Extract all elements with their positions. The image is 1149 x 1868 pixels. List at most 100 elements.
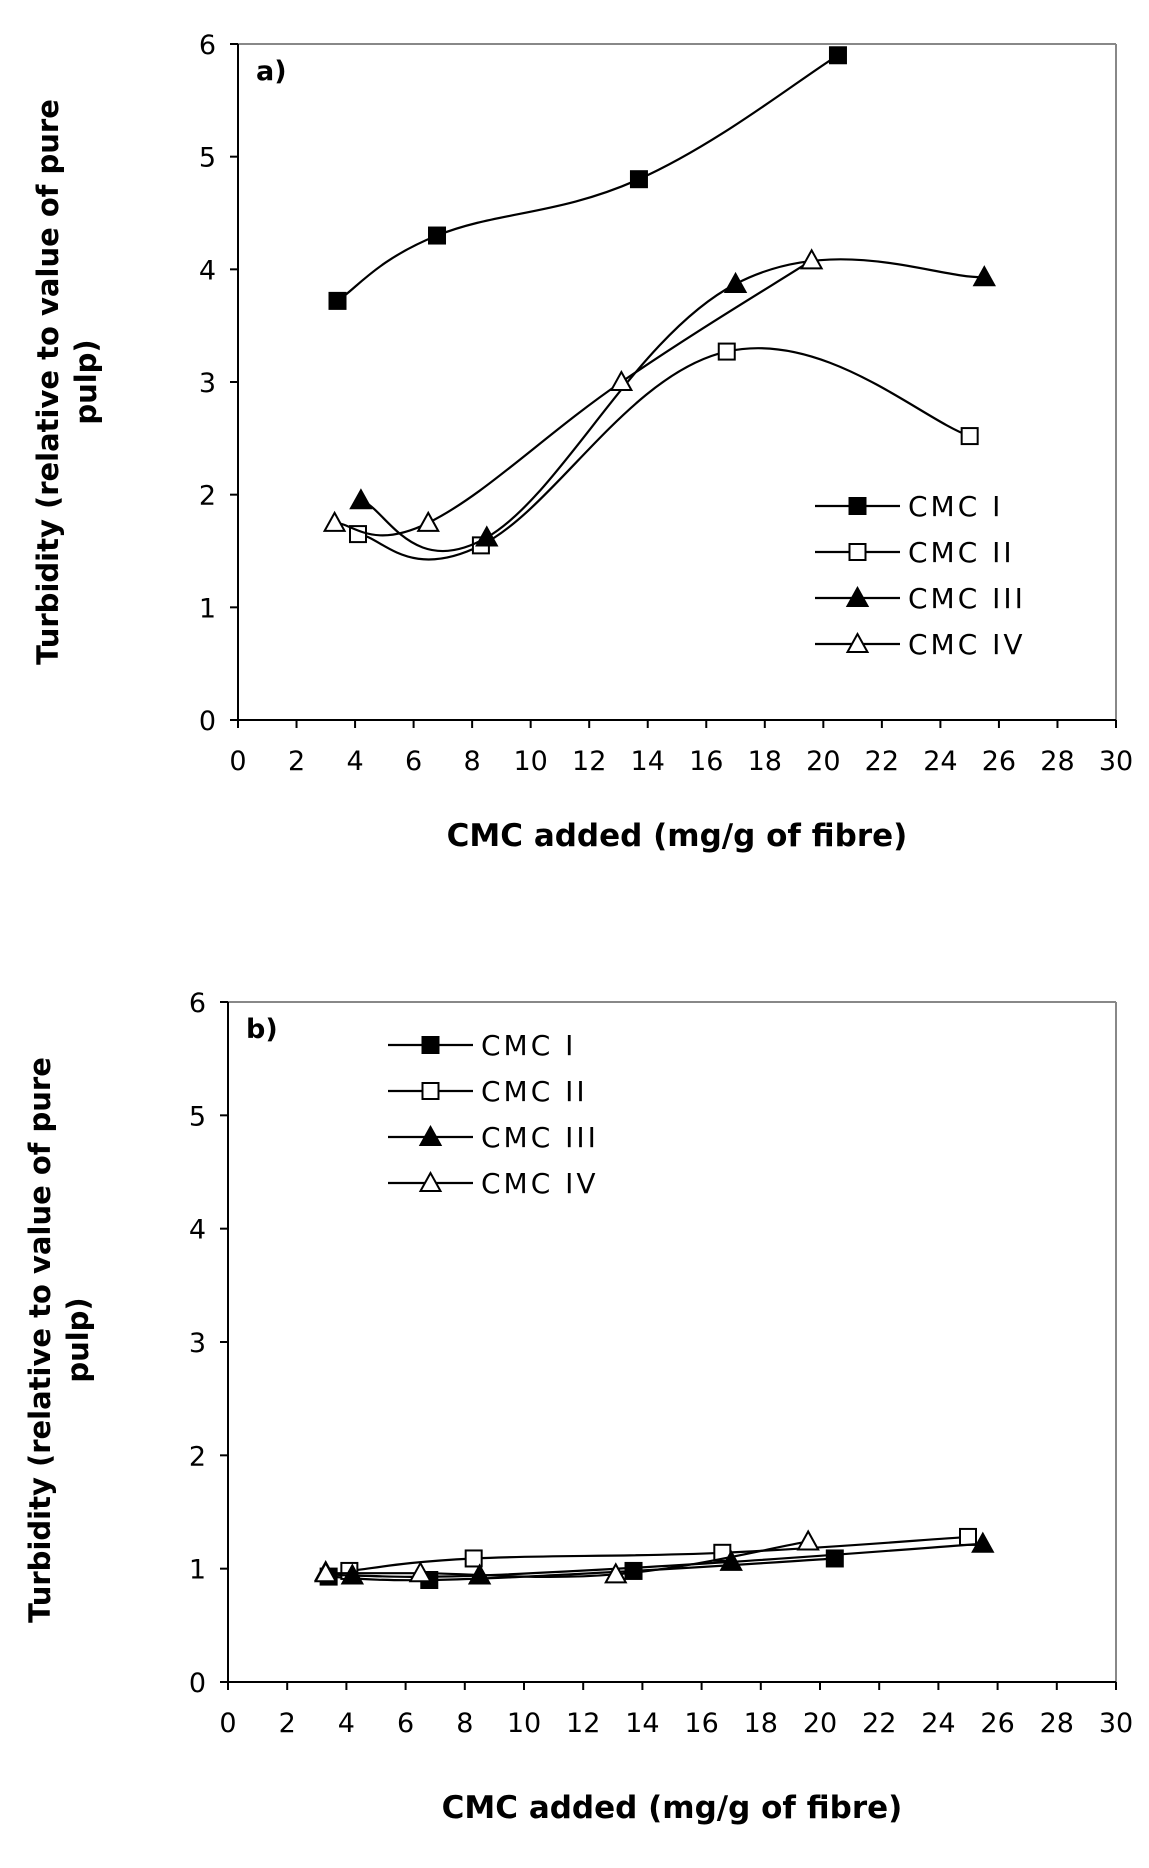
series-line <box>328 1557 835 1582</box>
data-point <box>408 1561 433 1583</box>
x-tick-label: 10 <box>513 746 547 777</box>
legend-marker <box>421 1082 440 1100</box>
y-tick-label: 4 <box>199 255 216 286</box>
y-axis-title: Turbidity (relative to value of pure pulp… <box>31 99 103 665</box>
legend-label: CMC II <box>908 536 1015 569</box>
x-tick-label: 0 <box>219 1708 236 1739</box>
legend-label: CMC II <box>481 1075 588 1108</box>
y-tick-label: 5 <box>189 1101 206 1132</box>
data-point <box>828 46 847 65</box>
data-point <box>717 342 736 361</box>
x-tick-label: 12 <box>566 1708 600 1739</box>
y-axis-title-line: pulp) <box>61 1297 95 1382</box>
legend-label: CMC IV <box>481 1167 599 1200</box>
x-tick-label: 28 <box>1040 1708 1074 1739</box>
x-tick-label: 2 <box>288 746 305 777</box>
x-tick-label: 14 <box>625 1708 659 1739</box>
y-tick-label: 6 <box>189 988 206 1019</box>
series-cmc-i <box>328 46 847 310</box>
x-tick-label: 4 <box>346 746 363 777</box>
data-point <box>609 369 634 391</box>
series-line <box>349 1535 969 1573</box>
data-point <box>799 248 824 270</box>
x-tick-label: 20 <box>806 746 840 777</box>
data-point <box>629 170 648 189</box>
y-tick-label: 1 <box>189 1555 206 1586</box>
x-tick-label: 10 <box>507 1708 541 1739</box>
series-cmc-iv <box>322 248 824 537</box>
y-tick-label: 1 <box>199 593 216 624</box>
data-point <box>322 510 347 532</box>
series-cmc-ii <box>340 1527 977 1580</box>
legend-marker <box>848 497 867 515</box>
y-axis-title-line: pulp) <box>69 339 103 424</box>
x-tick-label: 24 <box>923 746 957 777</box>
y-tick-label: 0 <box>189 1668 206 1699</box>
legend-label: CMC III <box>908 582 1026 615</box>
data-point <box>416 510 440 532</box>
data-point <box>971 1531 995 1553</box>
legend-marker <box>845 631 870 653</box>
x-tick-label: 8 <box>464 746 481 777</box>
y-axis-title-line: Turbidity (relative to value of pure <box>23 1057 57 1623</box>
data-point <box>604 1562 628 1584</box>
y-axis-title-line: Turbidity (relative to value of pure <box>31 99 65 665</box>
series-line <box>357 347 971 561</box>
panel-label: a) <box>256 56 287 87</box>
data-point <box>340 1563 365 1585</box>
y-tick-label: 0 <box>199 706 216 737</box>
legend-label: CMC IV <box>908 628 1026 661</box>
x-tick-label: 14 <box>631 746 665 777</box>
legend-label: CMC I <box>908 490 1003 523</box>
x-tick-label: 30 <box>1099 746 1133 777</box>
y-tick-label: 6 <box>199 30 216 61</box>
y-tick-label: 5 <box>199 143 216 174</box>
series-cmc-ii <box>348 342 979 561</box>
x-tick-label: 22 <box>865 746 899 777</box>
legend-marker <box>418 1170 443 1192</box>
series-cmc-iv <box>313 1529 820 1584</box>
y-tick-label: 3 <box>189 1328 206 1359</box>
x-tick-label: 16 <box>689 746 723 777</box>
x-tick-label: 22 <box>862 1708 896 1739</box>
x-tick-label: 12 <box>572 746 606 777</box>
series-line <box>334 259 813 537</box>
x-tick-label: 18 <box>744 1708 778 1739</box>
data-point <box>475 525 499 547</box>
x-axis-title: CMC added (mg/g of fibre) <box>447 818 908 854</box>
panel-label: b) <box>246 1014 278 1045</box>
y-tick-label: 4 <box>189 1215 206 1246</box>
data-point <box>825 1549 844 1568</box>
x-tick-label: 16 <box>684 1708 718 1739</box>
legend-label: CMC I <box>481 1029 576 1062</box>
data-point <box>328 291 347 310</box>
legend-marker <box>418 1124 443 1146</box>
y-axis-title: Turbidity (relative to value of pure pulp… <box>23 1057 95 1623</box>
legend-label: CMC III <box>481 1121 599 1154</box>
data-point <box>464 1549 483 1568</box>
x-tick-label: 20 <box>803 1708 837 1739</box>
x-tick-label: 4 <box>338 1708 355 1739</box>
y-tick-label: 3 <box>199 368 216 399</box>
x-axis-title: CMC added (mg/g of fibre) <box>442 1790 903 1826</box>
x-tick-label: 6 <box>397 1708 414 1739</box>
series-line <box>325 1540 809 1579</box>
x-tick-label: 30 <box>1099 1708 1133 1739</box>
x-tick-label: 18 <box>748 746 782 777</box>
x-tick-label: 26 <box>980 1708 1014 1739</box>
x-tick-label: 8 <box>456 1708 473 1739</box>
legend-marker <box>848 543 867 561</box>
data-point <box>796 1529 820 1551</box>
data-point <box>959 1527 977 1546</box>
data-point <box>313 1561 338 1583</box>
series-line <box>336 54 839 302</box>
x-tick-label: 28 <box>1040 746 1074 777</box>
x-tick-label: 2 <box>279 1708 296 1739</box>
legend-marker <box>845 585 870 607</box>
x-tick-label: 26 <box>982 746 1016 777</box>
y-tick-label: 2 <box>189 1441 206 1472</box>
x-tick-label: 6 <box>405 746 422 777</box>
